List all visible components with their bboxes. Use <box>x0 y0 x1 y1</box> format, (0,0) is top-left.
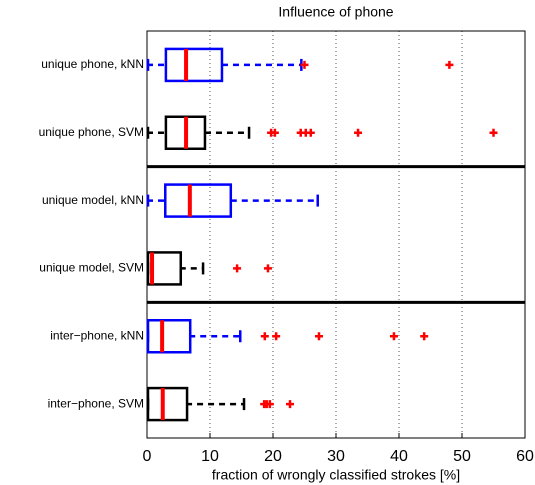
y-tick-label: unique phone, SVM <box>39 125 144 139</box>
box <box>146 319 192 354</box>
x-tick-label: 10 <box>201 448 219 465</box>
x-tick-label: 60 <box>516 448 534 465</box>
box <box>164 183 233 218</box>
y-tick-label: unique phone, kNN <box>41 57 144 71</box>
outlier <box>260 332 269 341</box>
x-tick-label: 40 <box>390 448 408 465</box>
outlier <box>270 128 279 137</box>
x-axis-label: fraction of wrongly classified strokes [… <box>212 467 460 483</box>
plot-frame <box>146 30 526 439</box>
box <box>146 251 183 286</box>
x-tick-label: 50 <box>453 448 471 465</box>
outlier <box>272 332 281 341</box>
outlier <box>233 264 242 273</box>
x-tick-label: 30 <box>327 448 345 465</box>
outlier <box>389 332 398 341</box>
outlier <box>265 400 274 409</box>
outlier <box>306 128 315 137</box>
outlier <box>489 128 498 137</box>
outlier <box>445 60 454 69</box>
x-tick-label: 0 <box>143 448 152 465</box>
outlier <box>286 400 295 409</box>
outlier <box>314 332 323 341</box>
x-tick-label: 20 <box>264 448 282 465</box>
y-tick-label: inter−phone, SVM <box>48 396 144 410</box>
chart-title: Influence of phone <box>278 4 393 20</box>
outlier <box>420 332 429 341</box>
y-tick-label: unique model, SVM <box>39 261 144 275</box>
y-tick-label: inter−phone, kNN <box>50 328 144 342</box>
y-tick-label: unique model, kNN <box>42 193 144 207</box>
outlier <box>300 60 309 69</box>
outlier <box>263 264 272 273</box>
box <box>164 47 224 83</box>
box <box>146 386 189 422</box>
outlier <box>354 128 363 137</box>
